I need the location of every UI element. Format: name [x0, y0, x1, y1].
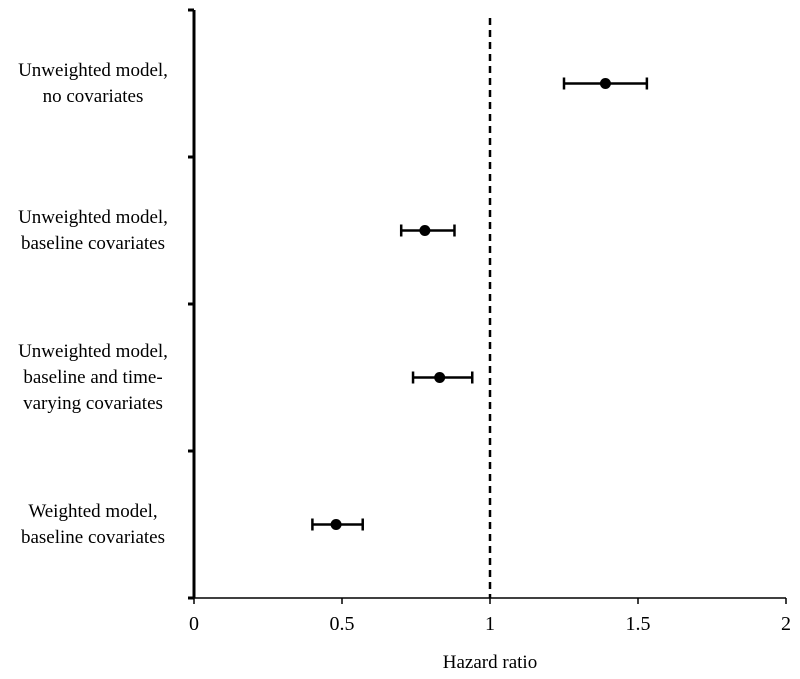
x-tick-label: 2: [781, 613, 791, 635]
x-tick-label: 0.5: [330, 613, 355, 635]
category-label: Unweighted model, baseline covariates: [18, 206, 168, 254]
point-estimate: [419, 225, 431, 236]
x-tick-label: 1.5: [626, 613, 651, 635]
point-estimate: [434, 372, 446, 383]
category-label: Unweighted model, baseline and time- var…: [18, 340, 168, 414]
x-tick-label: 0: [189, 613, 199, 635]
category-label: Unweighted model, no covariates: [18, 59, 168, 107]
data-marks: [311, 18, 649, 598]
x-tick-label: 1: [485, 613, 495, 635]
x-axis-label: Hazard ratio: [443, 652, 537, 673]
point-estimate: [330, 519, 342, 530]
category-label: Weighted model, baseline covariates: [20, 500, 165, 548]
point-estimate: [599, 78, 611, 89]
